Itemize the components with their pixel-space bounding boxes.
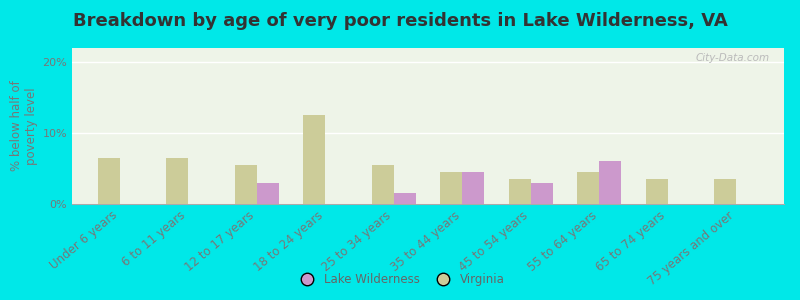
Text: City-Data.com: City-Data.com [696,53,770,63]
Legend: Lake Wilderness, Virginia: Lake Wilderness, Virginia [290,269,510,291]
Bar [530,183,553,204]
Bar [509,179,530,204]
Bar [235,165,257,204]
Text: Breakdown by age of very poor residents in Lake Wilderness, VA: Breakdown by age of very poor residents … [73,12,727,30]
Bar [646,179,668,204]
Bar [166,158,188,204]
Y-axis label: % below half of
poverty level: % below half of poverty level [10,81,38,171]
Bar [372,165,394,204]
Bar [257,183,278,204]
Bar [599,161,621,204]
Bar [578,172,599,204]
Bar [394,194,416,204]
Bar [462,172,484,204]
Bar [714,179,736,204]
Bar [98,158,120,204]
Bar [440,172,462,204]
Bar [303,116,326,204]
